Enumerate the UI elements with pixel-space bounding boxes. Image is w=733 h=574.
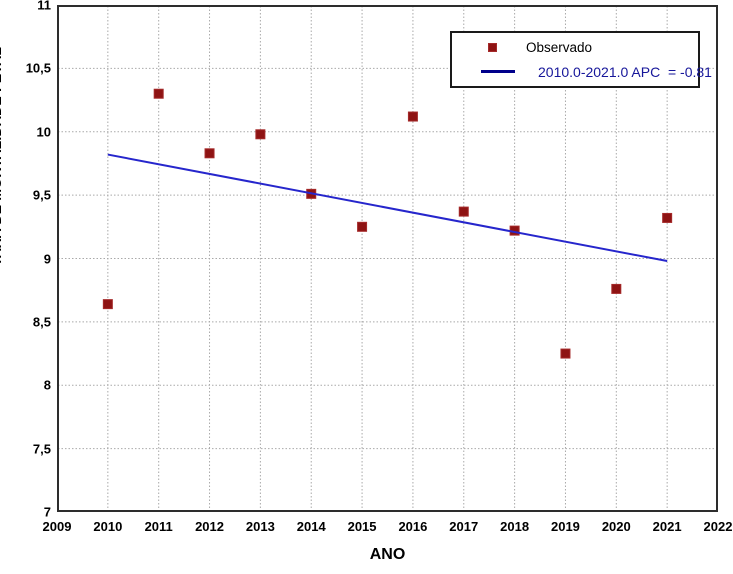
data-point-2015 [357,221,368,232]
x-tick-label-2017: 2017 [449,519,479,534]
legend-label-observado: Observado [526,40,593,55]
trend-line [107,153,668,263]
x-tick-label-2015: 2015 [347,519,377,534]
y-tick-label-7: 7 [43,504,51,520]
y-tick-label-8,5: 8,5 [32,314,51,330]
y-tick-label-10,5: 10,5 [25,60,51,76]
y-axis-title: TAXA DE MORTALIDADE FETAL [0,47,4,266]
x-tick-label-2013: 2013 [245,519,275,534]
y-tick-label-10: 10 [36,124,51,140]
x-tick-label-2009: 2009 [42,519,72,534]
plot-canvas [57,5,718,512]
data-point-2021 [662,212,673,223]
x-tick-label-2021: 2021 [652,519,682,534]
legend-line-marker-icon [481,70,515,73]
data-point-2019 [560,348,571,359]
data-point-2013 [255,129,266,140]
x-tick-label-2010: 2010 [93,519,123,534]
data-point-2020 [611,283,622,294]
y-tick-label-7,5: 7,5 [32,441,51,457]
plot-frame [57,5,718,512]
data-point-2010 [102,299,113,310]
x-tick-label-2016: 2016 [398,519,428,534]
x-tick-label-2018: 2018 [500,519,530,534]
y-tick-label-8: 8 [43,377,51,393]
y-axis-title-text: TAXA DE MORTALIDADE FETAL [0,46,4,266]
legend-label-apc: 2010.0-2021.0 APC = -0.81 [538,63,712,80]
legend-square-marker-icon [487,43,497,52]
plot-area: Observado 2010.0-2021.0 APC = -0.81 [57,5,718,512]
y-tick-label-9: 9 [43,251,51,266]
y-tick-label-11: 11 [37,0,51,13]
legend-entry-apc: 2010.0-2021.0 APC = -0.81 [458,62,712,82]
x-tick-label-2014: 2014 [296,519,326,534]
x-tick-label-2019: 2019 [550,519,580,534]
legend-entry-observado: Observado [458,38,692,58]
data-point-2011 [153,88,164,99]
x-tick-label-2012: 2012 [195,519,224,534]
data-point-2017 [458,206,469,217]
y-tick-label-9,5: 9,5 [32,187,51,203]
x-tick-label-2020: 2020 [601,519,631,534]
x-tick-label-2022: 2022 [703,519,733,534]
legend: Observado 2010.0-2021.0 APC = -0.81 [450,31,712,88]
data-point-2012 [204,148,215,159]
data-point-2016 [407,111,418,122]
x-axis-title: ANO [369,546,406,563]
x-tick-label-2011: 2011 [144,519,173,534]
